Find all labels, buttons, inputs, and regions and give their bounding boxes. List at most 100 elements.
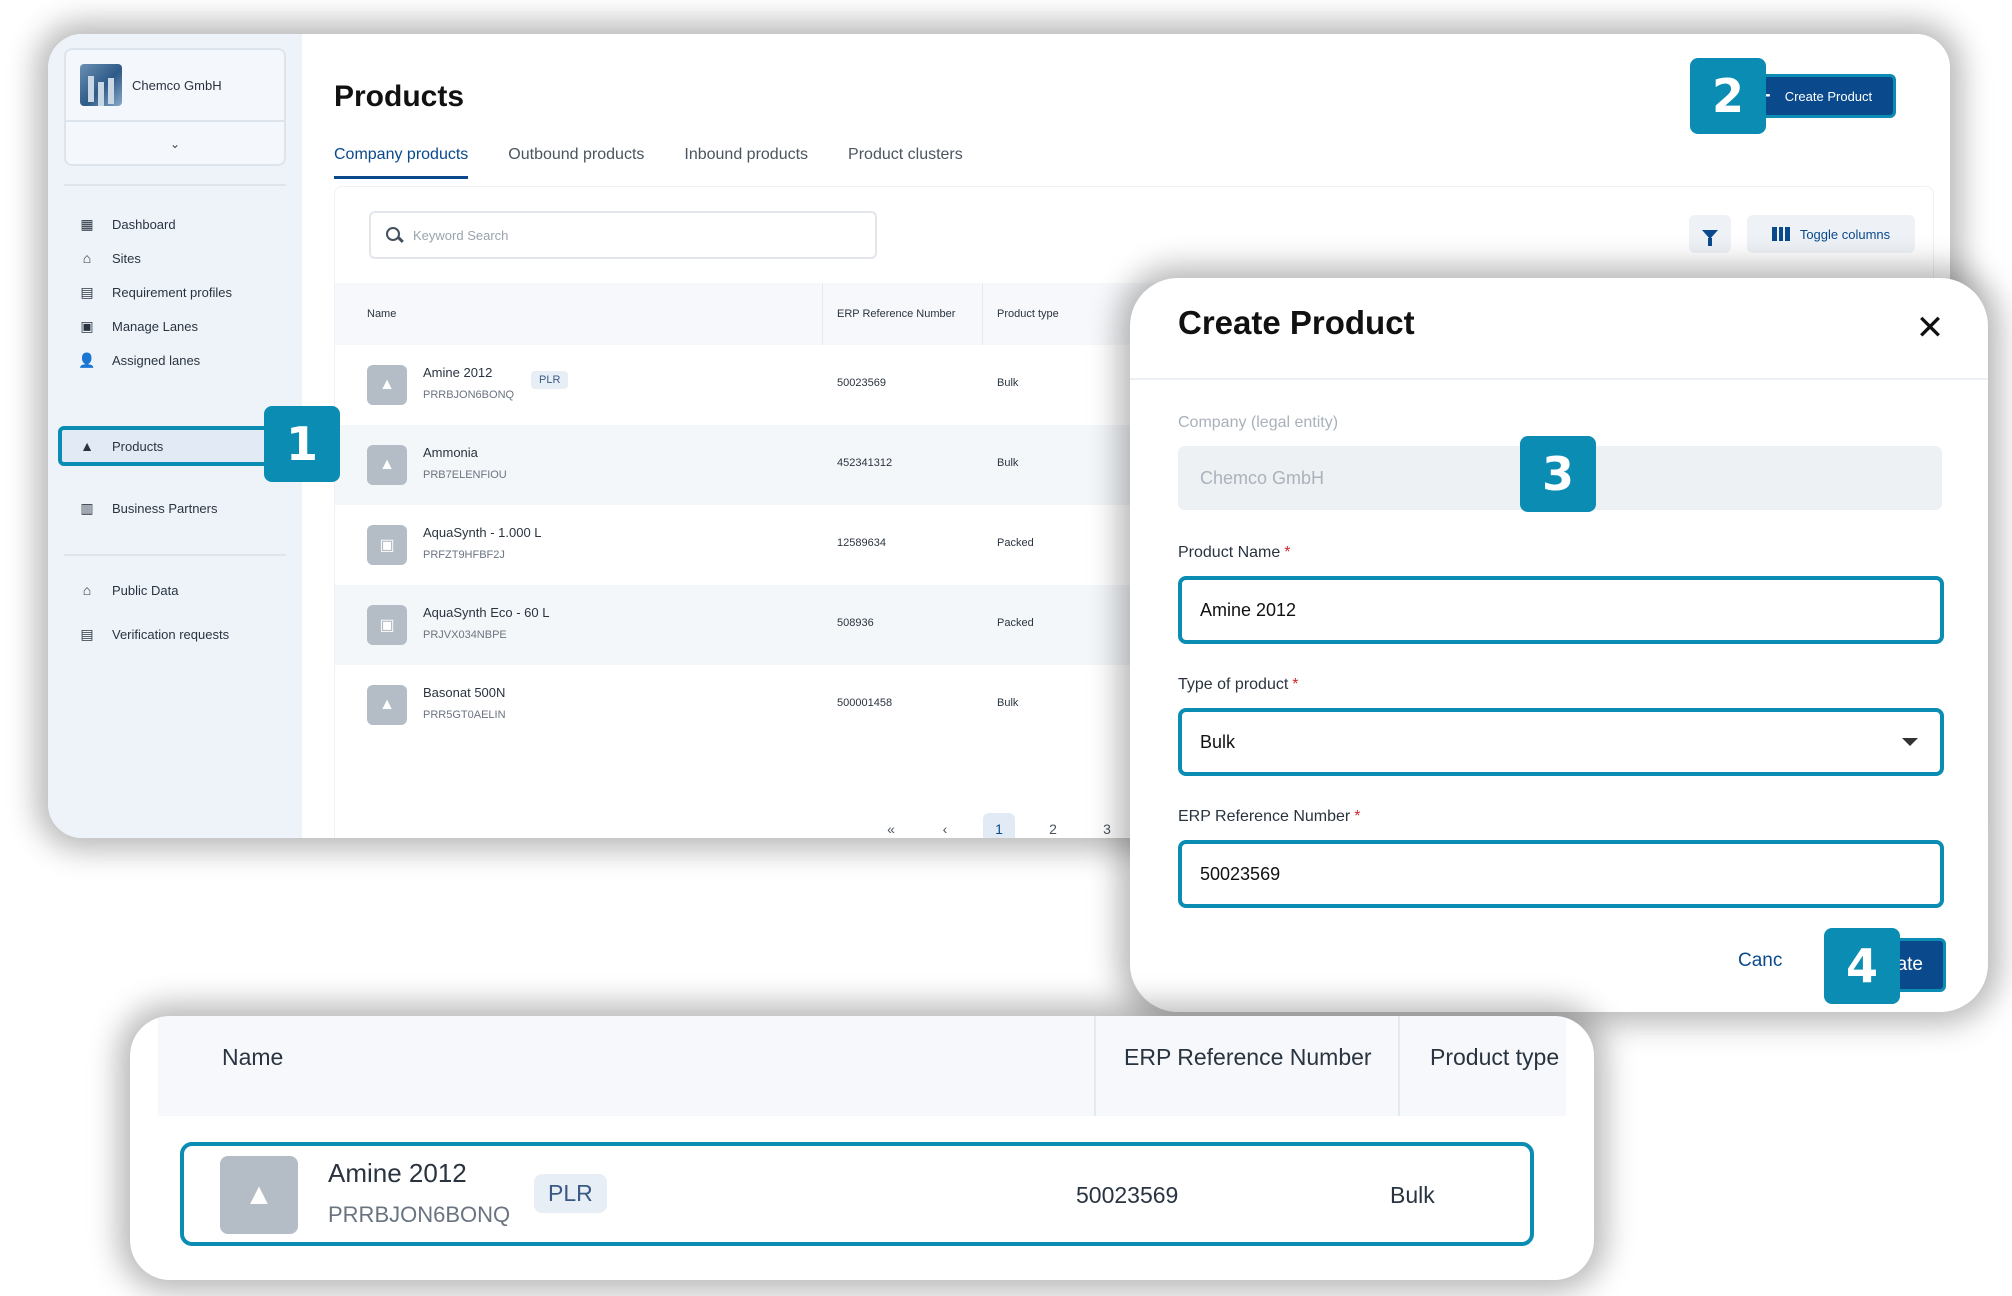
column-header-type[interactable]: Product type xyxy=(997,308,1059,320)
tab-company-products[interactable]: Company products xyxy=(334,146,469,179)
lanes-icon: ▣ xyxy=(80,317,94,334)
step-callout-4: 4 xyxy=(1824,928,1900,1004)
chevron-down-icon[interactable]: ⌄ xyxy=(169,137,181,151)
modal-divider xyxy=(1130,378,1988,380)
first-page-button[interactable]: « xyxy=(887,821,895,837)
step-callout-3: 3 xyxy=(1520,436,1596,512)
dashboard-icon: ▦ xyxy=(80,215,94,232)
flask-icon: ▲ xyxy=(367,365,407,405)
close-icon[interactable]: ✕ xyxy=(1915,309,1945,347)
sidebar-item-label: Dashboard xyxy=(112,216,176,232)
company-switcher[interactable]: Chemco GmbH ⌄ xyxy=(64,48,286,166)
columns-icon xyxy=(1771,227,1790,241)
sidebar-item-label: Verification requests xyxy=(112,626,230,642)
filter-button[interactable] xyxy=(1689,215,1731,253)
product-name: Amine 2012 xyxy=(423,365,493,380)
flask-icon: ▲ xyxy=(80,438,94,454)
erp-label: ERP Reference Number * xyxy=(1178,808,1360,826)
sidebar-item-business-partners[interactable]: ▥ Business Partners xyxy=(64,488,286,528)
cancel-button[interactable]: Canc xyxy=(1738,950,1783,971)
required-mark: * xyxy=(1284,544,1291,561)
search-input[interactable] xyxy=(413,227,853,243)
product-name-label: Product Name * xyxy=(1178,544,1291,562)
package-icon: ▣ xyxy=(367,605,407,645)
required-mark: * xyxy=(1292,676,1299,693)
factory-icon: ⌂ xyxy=(82,582,92,598)
result-zoom-panel: Name ERP Reference Number Product type ▲… xyxy=(130,1016,1594,1280)
result-table-row[interactable]: ▲ Amine 2012 PRRBJON6BONQ PLR 50023569 B… xyxy=(180,1142,1534,1246)
document-check-icon: ▤ xyxy=(80,283,94,300)
column-header-erp[interactable]: ERP Reference Number xyxy=(823,283,983,345)
tab-outbound-products[interactable]: Outbound products xyxy=(508,146,645,163)
sidebar-item-manage-lanes[interactable]: ▣ Manage Lanes xyxy=(64,306,286,346)
page-button-3[interactable]: 3 xyxy=(1103,821,1111,837)
company-logo xyxy=(80,64,122,106)
person-add-icon: 👤 xyxy=(78,351,96,368)
erp-number: 508936 xyxy=(837,617,874,629)
flask-icon: ▲ xyxy=(220,1156,298,1234)
company-name: Chemco GmbH xyxy=(132,77,222,93)
product-type: Bulk xyxy=(997,377,1019,389)
sidebar-divider xyxy=(64,184,286,186)
toggle-columns-label: Toggle columns xyxy=(1799,226,1891,242)
product-name-value: Amine 2012 xyxy=(1200,599,1297,620)
sidebar-item-label: Business Partners xyxy=(112,500,218,516)
required-mark: * xyxy=(1354,808,1361,825)
erp-number: 50023569 xyxy=(837,377,886,389)
prev-page-button[interactable]: ‹ xyxy=(942,821,948,837)
column-header-type: Product type xyxy=(1430,1044,1560,1070)
table-row[interactable]: ▣ AquaSynth - 1.000 L PRFZT9HFBF2J 12589… xyxy=(335,505,1935,585)
plr-badge: PLR xyxy=(531,371,569,389)
search-box[interactable] xyxy=(369,211,877,259)
filter-icon xyxy=(1702,229,1718,246)
product-type: Bulk xyxy=(997,697,1019,709)
sidebar-item-dashboard[interactable]: ▦ Dashboard xyxy=(64,204,286,244)
sidebar-item-label: Public Data xyxy=(112,582,179,598)
table-row[interactable]: ▲ Amine 2012 PRRBJON6BONQ PLR 50023569 B… xyxy=(335,345,1935,425)
product-type: Bulk xyxy=(997,457,1019,469)
sidebar-item-label: Products xyxy=(112,438,164,454)
sidebar-item-products[interactable]: ▲ Products xyxy=(58,426,284,466)
step-callout-2: 2 xyxy=(1690,58,1766,134)
column-separator xyxy=(1398,1016,1400,1116)
company-row[interactable]: Chemco GmbH xyxy=(66,50,284,122)
page-title: Products xyxy=(334,80,465,113)
column-header-name[interactable]: Name xyxy=(353,283,823,345)
sidebar-item-label: Requirement profiles xyxy=(112,284,232,300)
sidebar-item-public-data[interactable]: ⌂ Public Data xyxy=(64,570,286,610)
column-header-erp: ERP Reference Number xyxy=(1124,1044,1372,1070)
erp-number-field[interactable]: 50023569 xyxy=(1178,840,1944,908)
sidebar-item-verification-requests[interactable]: ▤ Verification requests xyxy=(64,614,286,654)
building-icon: ▥ xyxy=(80,499,94,516)
label-text: Product Name xyxy=(1178,544,1281,561)
erp-number-value: 50023569 xyxy=(1200,863,1281,884)
sidebar-item-requirement-profiles[interactable]: ▤ Requirement profiles xyxy=(64,272,286,312)
product-type: Bulk xyxy=(1390,1182,1435,1208)
page-button-2[interactable]: 2 xyxy=(1049,821,1057,837)
product-name: Basonat 500N xyxy=(423,685,506,700)
product-type: Packed xyxy=(997,617,1034,629)
product-code: PRRBJON6BONQ xyxy=(423,389,515,401)
sidebar-divider xyxy=(64,554,286,556)
erp-number: 50023569 xyxy=(1076,1182,1179,1208)
erp-number: 452341312 xyxy=(837,457,893,469)
pagination: « ‹ 1 2 3 4 xyxy=(875,813,1177,838)
sidebar: Chemco GmbH ⌄ ▦ Dashboard ⌂ Sites ▤ Requ… xyxy=(48,34,302,838)
product-name-field[interactable]: Amine 2012 xyxy=(1178,576,1944,644)
toggle-columns-button[interactable]: Toggle columns xyxy=(1747,215,1915,253)
package-icon: ▣ xyxy=(367,525,407,565)
label-text: Type of product xyxy=(1178,676,1289,693)
tab-inbound-products[interactable]: Inbound products xyxy=(684,146,809,163)
product-type-label: Type of product * xyxy=(1178,676,1299,694)
sidebar-item-sites[interactable]: ⌂ Sites xyxy=(64,238,286,278)
page-button-1[interactable]: 1 xyxy=(983,813,1015,838)
caret-down-icon xyxy=(1902,738,1918,746)
sidebar-item-assigned-lanes[interactable]: 👤 Assigned lanes xyxy=(64,340,286,380)
table-row[interactable]: ▲ Basonat 500N PRR5GT0AELIN 500001458 Bu… xyxy=(335,665,1935,745)
company-label: Company (legal entity) xyxy=(1178,414,1339,431)
tab-product-clusters[interactable]: Product clusters xyxy=(848,146,963,163)
product-name: AquaSynth - 1.000 L xyxy=(423,525,542,540)
product-code: PRFZT9HFBF2J xyxy=(423,549,505,561)
product-type-select[interactable]: Bulk xyxy=(1178,708,1944,776)
tab-bar: Company products Outbound products Inbou… xyxy=(334,146,1003,179)
